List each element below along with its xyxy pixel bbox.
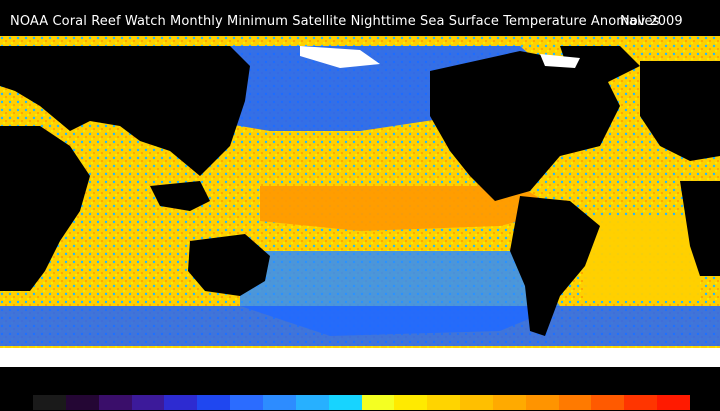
map-date: Nov 2009 [620, 14, 683, 29]
warm-anomaly-equatorial-pacific [260, 186, 560, 231]
land [0, 46, 720, 336]
landmass-australia [188, 234, 270, 296]
legend-swatch [230, 395, 264, 410]
legend-tick-4.0: 4.0 [613, 378, 635, 392]
legend-swatch [98, 395, 133, 410]
legend-swatch [624, 395, 658, 410]
landmass-eurasia [0, 46, 250, 176]
ice-antarctica [0, 348, 720, 367]
warm-anomaly-south-atlantic [585, 216, 700, 301]
legend-swatch [427, 395, 461, 410]
legend-tick--5.0: -5.0 [19, 378, 47, 392]
landmass-africa-east [680, 181, 720, 276]
legend-swatch [558, 395, 592, 410]
landmass-africa [0, 126, 90, 291]
map-title: NOAA Coral Reef Watch Monthly Minimum Sa… [10, 14, 660, 29]
legend-tick-2.0: 2.0 [482, 378, 504, 392]
legend-tick-3.0: 3.0 [547, 378, 570, 392]
legend-swatch [525, 395, 560, 410]
ice-greenland-coast [540, 54, 580, 68]
legend-tick--2.0: -2.0 [216, 378, 244, 392]
landmass-south-america [510, 196, 600, 336]
legend-unit: °C [703, 376, 717, 387]
legend-swatch [295, 395, 330, 410]
legend-swatch [65, 395, 100, 410]
legend-swatch [328, 395, 362, 410]
legend-swatch [33, 395, 67, 410]
legend-swatch [197, 395, 231, 410]
legend-swatch [460, 395, 494, 410]
legend-swatch [131, 395, 165, 410]
legend-tick-0.0: 0.0 [350, 378, 373, 392]
sst-anomaly-map [0, 36, 720, 367]
legend-tick-1.0: 1.0 [416, 378, 438, 392]
legend-tick--4.0: -4.0 [85, 378, 112, 392]
legend-swatch [262, 395, 297, 410]
legend-swatch [361, 395, 395, 410]
legend-swatch [657, 395, 691, 410]
legend-tick-5.0: 5.0 [679, 378, 701, 392]
landmass-maritime-se-asia [150, 181, 210, 211]
legend-swatch [394, 395, 428, 410]
legend-swatch [591, 395, 625, 410]
legend-swatch [492, 395, 527, 410]
color-scale-legend: -5.0 -4.0 -3.0 -2.0 -1.0 0.0 1.0 2.0 3.0 4.0 5.0 °C [0, 370, 720, 411]
landmass-north-america [430, 51, 620, 201]
cool-anomaly-southern-ocean [0, 306, 720, 346]
legend-swatch [164, 395, 198, 410]
title-bar: NOAA Coral Reef Watch Monthly Minimum Sa… [0, 0, 720, 36]
landmass-europe-west [640, 61, 720, 161]
legend-tick--1.0: -1.0 [282, 378, 309, 392]
landmass-greenland [560, 46, 640, 86]
legend-tick--3.0: -3.0 [151, 378, 178, 392]
ice [0, 46, 720, 367]
ice-arctic [300, 46, 380, 68]
